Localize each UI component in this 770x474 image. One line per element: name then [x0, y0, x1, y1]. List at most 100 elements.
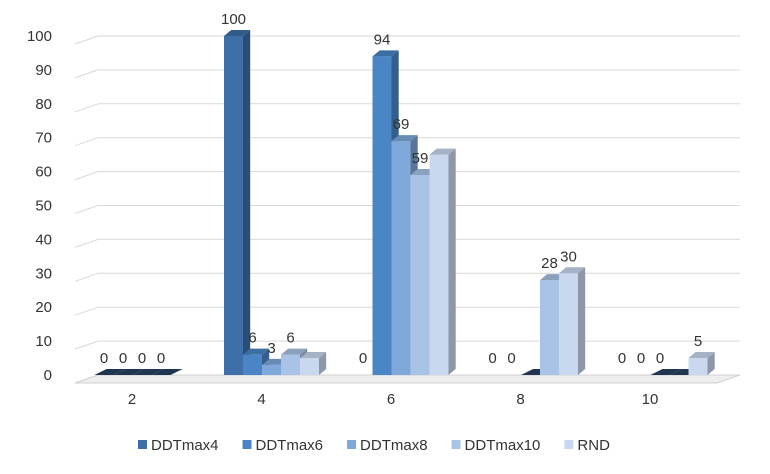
bar-ddtmax4-2 — [94, 369, 126, 375]
data-label: 0 — [119, 350, 127, 367]
bar-zero-top — [94, 369, 126, 375]
y-tick-label: 100 — [27, 28, 52, 45]
y-tick-label: 60 — [35, 164, 52, 181]
bars — [94, 30, 715, 376]
legend-swatch-rnd — [564, 440, 574, 449]
gridline-diagonal — [74, 171, 99, 181]
legend-label-ddtmax8: DDTmax8 — [360, 437, 428, 454]
bar-front — [300, 358, 319, 375]
x-tick-label: 8 — [516, 391, 524, 408]
x-tick-label: 10 — [642, 391, 659, 408]
y-tick-label: 50 — [35, 198, 52, 215]
legend-label-rnd: RND — [577, 437, 610, 454]
data-label: 0 — [138, 350, 146, 367]
data-label: 28 — [541, 255, 558, 272]
bar-side — [243, 30, 251, 375]
bar-top — [300, 352, 327, 359]
gridline-diagonal — [74, 205, 99, 214]
chart-floor — [74, 374, 741, 384]
data-label: 0 — [488, 350, 496, 367]
x-tick-label: 4 — [257, 391, 265, 408]
legend-label-ddtmax6: DDTmax6 — [256, 437, 324, 454]
bar-ddtmax8-10 — [650, 369, 682, 375]
bar-top — [429, 148, 456, 155]
data-label: 94 — [374, 31, 391, 48]
y-tick-label: 30 — [35, 265, 52, 282]
data-label: 6 — [286, 330, 294, 347]
data-label: 3 — [267, 340, 275, 357]
data-label: 0 — [637, 350, 645, 367]
y-tick-label: 80 — [35, 96, 52, 113]
bar-top — [559, 267, 586, 274]
data-label: 59 — [412, 150, 429, 167]
legend-swatch-ddtmax4 — [138, 440, 147, 449]
gridline-diagonal — [74, 103, 99, 113]
bar-zero-top — [132, 369, 164, 375]
gridline-diagonal — [74, 272, 99, 282]
data-label: 5 — [694, 333, 702, 350]
data-label: 100 — [221, 11, 246, 28]
bar-top — [224, 30, 251, 36]
bar-rnd-6 — [429, 148, 456, 375]
y-tick-label: 10 — [35, 333, 52, 350]
legend-swatch-ddtmax10 — [451, 440, 461, 449]
bar-zero-top — [113, 369, 145, 375]
y-tick-label: 20 — [35, 299, 52, 316]
gridline-diagonal — [74, 137, 99, 147]
bar-side — [448, 148, 456, 375]
bar-side — [707, 352, 715, 375]
y-tick-label: 40 — [35, 231, 52, 248]
data-label: 0 — [507, 350, 515, 367]
y-tick-label: 70 — [35, 130, 52, 147]
bar-top — [391, 135, 418, 142]
bar-front — [540, 280, 559, 375]
floor-surface — [74, 374, 741, 384]
bar-rnd-4 — [300, 352, 327, 375]
bar-top — [281, 348, 308, 355]
bar-ddtmax10-2 — [151, 369, 183, 375]
bar-top — [372, 50, 399, 57]
bar-zero-top — [151, 369, 183, 375]
gridline-diagonal — [74, 340, 99, 350]
bar-front — [688, 358, 708, 375]
x-axis: 2 4 6 8 10 — [128, 391, 659, 408]
bar-ddtmax8-2 — [132, 369, 164, 375]
bar-top — [243, 348, 270, 355]
bar-ddtmax6-2 — [113, 369, 145, 375]
bar-front — [410, 174, 430, 375]
legend-swatch-ddtmax8 — [347, 440, 357, 449]
bar-side — [578, 267, 586, 375]
data-label: 30 — [560, 248, 577, 265]
data-label: 0 — [359, 350, 367, 367]
bar-zero-top — [650, 369, 682, 375]
data-label: 6 — [248, 330, 256, 347]
bar-top — [688, 352, 715, 359]
data-label: 69 — [393, 116, 410, 133]
bar-ddtmax4-4 — [224, 30, 251, 375]
bar-rnd-10 — [688, 352, 715, 375]
bar-front — [243, 354, 262, 375]
y-tick-label: 90 — [35, 62, 52, 79]
data-label: 0 — [618, 350, 626, 367]
bar-front — [372, 56, 392, 376]
y-axis: 0 10 20 30 40 50 60 70 80 90 100 — [27, 28, 52, 384]
legend-label-ddtmax4: DDTmax4 — [151, 437, 219, 454]
data-label: 0 — [157, 350, 165, 367]
bar-front — [391, 141, 411, 375]
legend: DDTmax4 DDTmax6 DDTmax8 DDTmax10 RND — [138, 437, 610, 454]
x-tick-label: 2 — [128, 391, 136, 408]
bar-side — [319, 352, 327, 375]
bar-front — [281, 354, 300, 375]
data-label: 0 — [656, 350, 664, 367]
bar-front — [559, 273, 578, 375]
gridline-diagonal — [74, 35, 99, 45]
legend-swatch-ddtmax6 — [242, 440, 252, 449]
bar-front — [262, 364, 281, 375]
y-tick-label: 0 — [44, 367, 52, 384]
gridline-diagonal — [74, 238, 99, 248]
gridline-diagonal — [74, 69, 99, 79]
x-tick-label: 6 — [387, 391, 395, 408]
legend-label-ddtmax10: DDTmax10 — [465, 437, 541, 454]
